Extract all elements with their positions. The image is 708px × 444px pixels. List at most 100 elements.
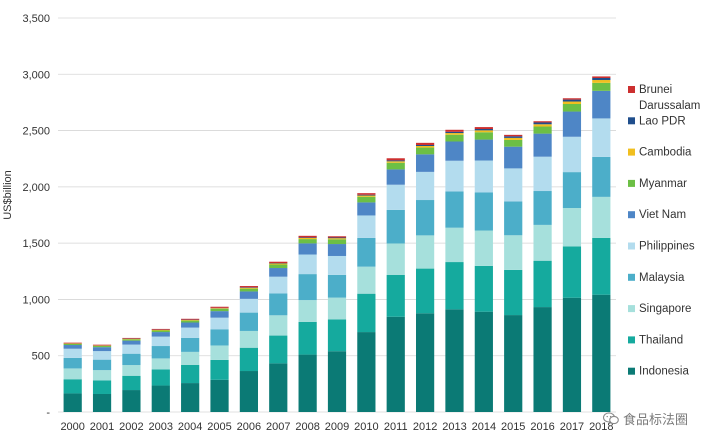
bar-segment-brunei-darussalam (592, 76, 611, 79)
bar-segment-malaysia (386, 209, 405, 244)
bar-segment-singapore (533, 224, 552, 261)
y-tick-label: - (46, 407, 50, 419)
bar-segment-viet-nam (327, 244, 347, 256)
bar-segment-thailand (357, 293, 376, 333)
bar-segment-thailand (386, 275, 405, 317)
watermark: 食品标法圈 (602, 409, 688, 428)
bar-segment-myanmar (151, 330, 170, 333)
x-tick-label: 2017 (560, 421, 584, 433)
bar-segment-indonesia (239, 371, 258, 412)
x-tick-label: 2018 (589, 421, 613, 433)
bar-segment-cambodia (504, 137, 523, 140)
legend-swatch (628, 148, 635, 156)
x-axis: 2000 2001 2002 2003 2004 2005 2006 2007 2008 2009… (60, 421, 613, 433)
bar-segment-malaysia (92, 359, 112, 371)
bar-segment-cambodia (474, 130, 493, 133)
bar-segment-brunei-darussalam (357, 193, 376, 195)
bar-segment-indonesia (445, 309, 464, 412)
bar-segment-philippines (210, 317, 229, 330)
legend-swatch (628, 273, 635, 281)
bar-segment-myanmar (298, 239, 317, 244)
bar-segment-singapore (269, 315, 288, 336)
bar-segment-indonesia (562, 297, 582, 412)
bar-segment-indonesia (210, 379, 229, 412)
bar-segment-singapore (504, 235, 523, 270)
legend-label: Viet Nam (639, 209, 686, 221)
bar-segment-brunei-darussalam (269, 261, 288, 264)
bar-segment-thailand (151, 369, 170, 386)
bar-segment-malaysia (504, 201, 523, 236)
bar-segment-brunei-darussalam (122, 337, 141, 339)
bar-segment-singapore (122, 365, 141, 376)
bar-segment-viet-nam (533, 133, 552, 157)
legend-label: Myanmar (639, 178, 687, 190)
bar-segment-indonesia (416, 313, 435, 412)
legend-swatch (628, 305, 635, 313)
y-axis-label: US$billion (2, 170, 14, 220)
legend-swatch (628, 179, 635, 187)
bar-segment-viet-nam (181, 322, 200, 328)
bar-segment-lao-pdr (562, 99, 582, 102)
bar-segment-indonesia (269, 363, 288, 412)
bar-segment-cambodia (592, 80, 611, 83)
bar-segment-viet-nam (298, 243, 317, 255)
legend-swatch (628, 367, 635, 375)
bar-segment-myanmar (63, 344, 82, 346)
bar-segment-brunei-darussalam (210, 306, 229, 308)
bar-segment-thailand (63, 379, 82, 394)
bar-segment-singapore (386, 243, 405, 276)
bar-segment-myanmar (562, 104, 582, 112)
bar-segment-lao-pdr (533, 122, 552, 125)
bar-segment-viet-nam (592, 90, 611, 119)
x-tick-label: 2015 (501, 421, 525, 433)
bar-segment-indonesia (357, 332, 376, 412)
bar-segment-lao-pdr (386, 160, 405, 162)
bar-segment-thailand (298, 321, 317, 355)
wechat-icon (602, 412, 619, 425)
bar-segment-malaysia (210, 329, 229, 346)
x-tick-label: 2008 (295, 421, 319, 433)
bar-segment-malaysia (445, 191, 464, 228)
bar-segment-brunei-darussalam (92, 344, 112, 346)
bar-segment-myanmar (92, 346, 112, 348)
bar-segment-brunei-darussalam (562, 98, 582, 100)
bar-segment-philippines (298, 254, 317, 275)
bar-segment-thailand (533, 260, 552, 308)
x-tick-label: 2014 (472, 421, 496, 433)
legend-swatch (628, 211, 635, 219)
bar-segment-brunei-darussalam (445, 129, 464, 132)
bar-segment-viet-nam (92, 347, 112, 352)
legend-label: Cambodia (639, 147, 692, 159)
bar-segment-cambodia (445, 133, 464, 135)
bar-segment-malaysia (269, 293, 288, 316)
bar-segment-brunei-darussalam (504, 134, 523, 137)
bar-segment-thailand (445, 262, 464, 310)
bar-segment-brunei-darussalam (239, 286, 258, 288)
bar-segment-viet-nam (269, 268, 288, 277)
bar-segment-singapore (445, 227, 464, 263)
bar-segment-malaysia (416, 200, 435, 236)
x-tick-label: 2003 (149, 421, 173, 433)
bar-segment-viet-nam (357, 202, 376, 216)
y-tick-label: 1,500 (22, 238, 50, 250)
bar-segment-brunei-darussalam (386, 158, 405, 161)
bar-segment-lao-pdr (474, 128, 493, 131)
bar-segment-singapore (592, 196, 611, 238)
x-tick-label: 2012 (413, 421, 437, 433)
bar-segment-singapore (298, 300, 317, 322)
bar-segment-indonesia (92, 393, 112, 412)
bar-segment-lao-pdr (357, 194, 376, 196)
x-tick-label: 2016 (530, 421, 554, 433)
bar-segment-philippines (533, 156, 552, 192)
bar-segment-viet-nam (122, 340, 141, 345)
y-tick-label: 1,000 (22, 294, 50, 306)
bar-segment-philippines (151, 336, 170, 347)
x-tick-label: 2010 (354, 421, 378, 433)
bar-segment-myanmar (533, 126, 552, 134)
bar-segment-philippines (357, 215, 376, 238)
y-tick-label: 3,500 (22, 13, 50, 25)
bar-segment-philippines (92, 351, 112, 360)
bar-segment-indonesia (327, 351, 347, 412)
bar-segment-brunei-darussalam (416, 142, 435, 145)
